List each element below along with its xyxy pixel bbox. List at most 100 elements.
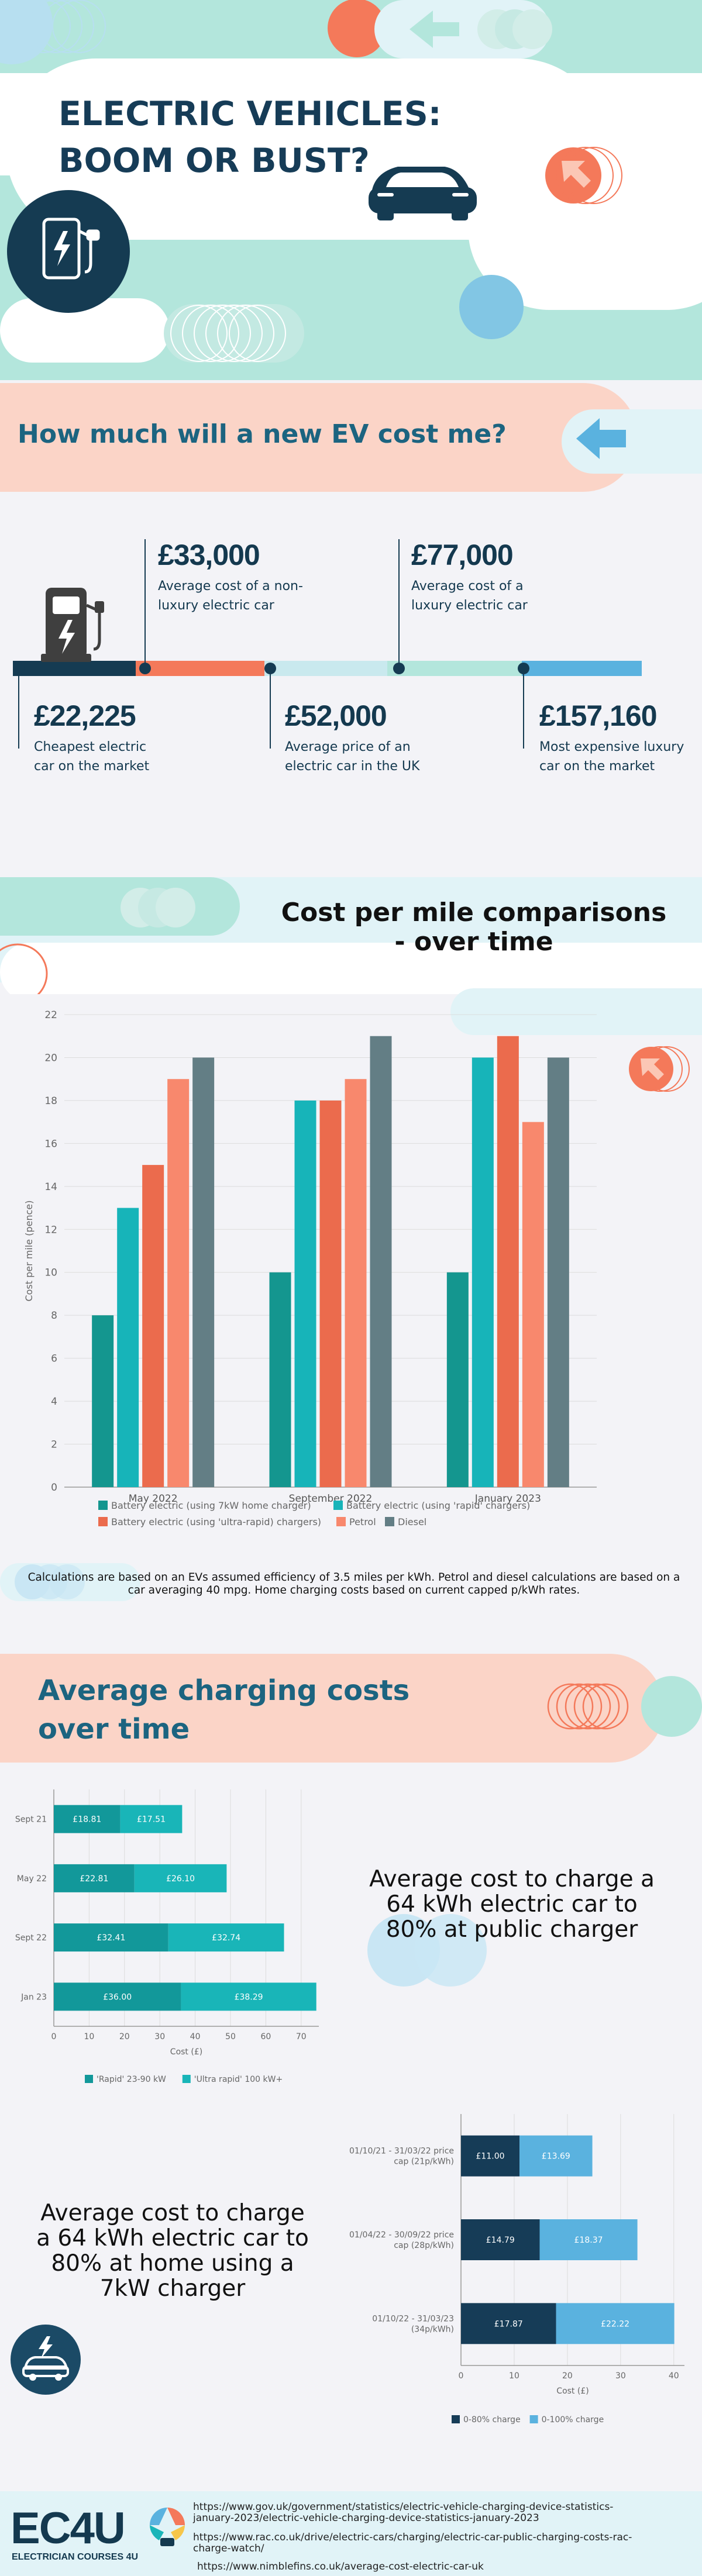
y-tick-label: 01/10/22 - 31/03/23 (372, 2314, 454, 2323)
y-tick-label: 01/10/21 - 31/03/22 price (349, 2147, 454, 2156)
y-tick-label: 14 (44, 1181, 57, 1193)
x-tick-label: 10 (84, 2032, 94, 2042)
ev-car-badge (11, 2325, 81, 2395)
price-description: Average price of an electric car in the U… (285, 737, 419, 776)
legend-label: 'Rapid' 23-90 kW (97, 2075, 166, 2084)
x-tick-label: 0 (459, 2371, 464, 2381)
legend-swatch (85, 2075, 93, 2083)
legend-swatch (385, 1517, 394, 1526)
data-label: £38.29 (235, 1992, 263, 2002)
data-label: £18.81 (73, 1815, 101, 1825)
data-label: £18.37 (574, 2236, 603, 2245)
bar (497, 1036, 519, 1487)
bar-segment (54, 1805, 121, 1833)
y-tick-label: 10 (44, 1267, 57, 1279)
home-charge-text: Average cost to charge a 64 kWh electric… (36, 2200, 309, 2302)
y-tick-label: 20 (44, 1052, 57, 1064)
y-tick-label: 0 (51, 1482, 57, 1494)
bar-segment (461, 2135, 520, 2177)
bar (319, 1100, 342, 1487)
charging-section-title: Average charging costs over time (38, 1671, 410, 1749)
x-tick-label: 20 (562, 2371, 573, 2381)
price-bottom-3: £157,160 Most expensive luxury car on the… (539, 699, 684, 776)
price-description: Cheapest electric car on the market (34, 737, 149, 776)
data-label: £13.69 (542, 2152, 570, 2161)
cost-section-header: How much will a new EV cost me? (0, 383, 702, 494)
bar (294, 1100, 316, 1487)
charging-section-header: Average charging costs over time (0, 1654, 702, 1765)
y-axis-label: Cost per mile (pence) (23, 1201, 35, 1302)
cost-section-title: How much will a new EV cost me? (18, 419, 507, 449)
desc-line: luxury electric car (411, 598, 528, 613)
desc-line: electric car in the UK (285, 759, 420, 774)
bar-segment (54, 1982, 181, 2011)
price-bottom-2: £52,000 Average price of an electric car … (285, 699, 419, 776)
bar-segment (539, 2219, 638, 2260)
y-tick-label: 22 (44, 1009, 57, 1021)
y-tick-label: 8 (51, 1310, 57, 1322)
cpm-note-box: Calculations are based on an EVs assumed… (0, 1558, 702, 1605)
price-top-1: £33,000 Average cost of a non-luxury ele… (158, 538, 303, 615)
x-axis-label: Cost (£) (556, 2387, 589, 2396)
bar (92, 1315, 114, 1487)
bar (117, 1208, 139, 1487)
source-link-3[interactable]: https://www.nimblefins.co.uk/average-cos… (197, 2561, 484, 2572)
source-link-2[interactable]: https://www.rac.co.uk/drive/electric-car… (193, 2532, 632, 2554)
legend-swatch (452, 2415, 460, 2423)
desc-line: car on the market (34, 759, 150, 774)
ec4u-logo: EC4U ELECTRICIAN COURSES 4U (11, 2505, 186, 2564)
data-label: £22.22 (601, 2319, 629, 2329)
x-tick-label: January 2023 (474, 1493, 541, 1505)
legend-label: Petrol (349, 1516, 376, 1527)
desc-line: Average cost of a non- (158, 579, 303, 594)
bar (446, 1272, 469, 1487)
x-axis-label: Cost (£) (170, 2047, 202, 2057)
charging-header-bg (0, 1654, 702, 1763)
bar-segment (54, 1923, 168, 1952)
x-tick-label: 60 (260, 2032, 271, 2042)
logo-text: EC4U (11, 2503, 126, 2553)
x-tick-label: September 2022 (289, 1493, 373, 1505)
y-tick-label: 12 (44, 1224, 57, 1236)
data-label: £14.79 (486, 2236, 515, 2245)
price-top-2: £77,000 Average cost of a luxury electric… (411, 538, 528, 615)
bar-segment (181, 1982, 316, 2011)
logo-subtitle: ELECTRICIAN COURSES 4U (12, 2552, 139, 2562)
y-tick-label: Sept 22 (15, 1933, 47, 1943)
home-charging-chart: 0 10 20 30 40 Cost (£) £11.00 £13.69 01/10/21 - … (349, 2114, 684, 2425)
public-text-decoration (367, 1914, 487, 1987)
public-charging-chart: 0 10 20 30 40 50 60 70 Cost (£) £18.81 £17.51 Sept … (15, 1789, 319, 2084)
desc-line: car on the market (539, 759, 655, 774)
cpm-header-bg (0, 877, 702, 994)
data-label: £32.41 (97, 1933, 125, 1943)
desc-line: Cheapest electric (34, 740, 147, 754)
y-tick-label: 4 (51, 1396, 57, 1408)
x-tick-label: 20 (119, 2032, 130, 2042)
price-value: £33,000 (158, 539, 260, 571)
x-tick-label: 10 (509, 2371, 519, 2381)
bar-segment (54, 1864, 135, 1892)
legend-label: Battery electric (using 7kW home charger… (111, 1500, 311, 1511)
hero-title: ELECTRIC VEHICLES: BOOM OR BUST? (58, 91, 442, 184)
footer: EC4U ELECTRICIAN COURSES 4U https://www.… (0, 2491, 702, 2576)
price-timeline: £33,000 Average cost of a non-luxury ele… (0, 503, 702, 830)
hero-title-line2: BOOM OR BUST? (58, 142, 370, 180)
bar-segment (461, 2219, 540, 2260)
legend-swatch (333, 1501, 343, 1510)
y-tick-label: 18 (44, 1095, 57, 1107)
y-tick-label: 16 (44, 1138, 57, 1150)
data-label: £11.00 (476, 2152, 505, 2161)
source-link-1[interactable]: https://www.gov.uk/government/statistics… (193, 2501, 614, 2524)
bar-segment (556, 2303, 675, 2344)
bar (472, 1057, 494, 1487)
price-description: Most expensive luxury car on the market (539, 737, 684, 776)
price-bottom-1: £22,225 Cheapest electric car on the mark… (34, 699, 149, 776)
bar (167, 1079, 190, 1487)
y-tick-label: May 22 (17, 1874, 47, 1884)
cpm-note: Calculations are based on an EVs assumed… (27, 1571, 680, 1596)
cost-header-bg (0, 383, 702, 492)
bar (269, 1272, 291, 1487)
bar-segment (461, 2303, 556, 2344)
bar (522, 1122, 544, 1487)
desc-line: Most expensive luxury (539, 740, 684, 754)
